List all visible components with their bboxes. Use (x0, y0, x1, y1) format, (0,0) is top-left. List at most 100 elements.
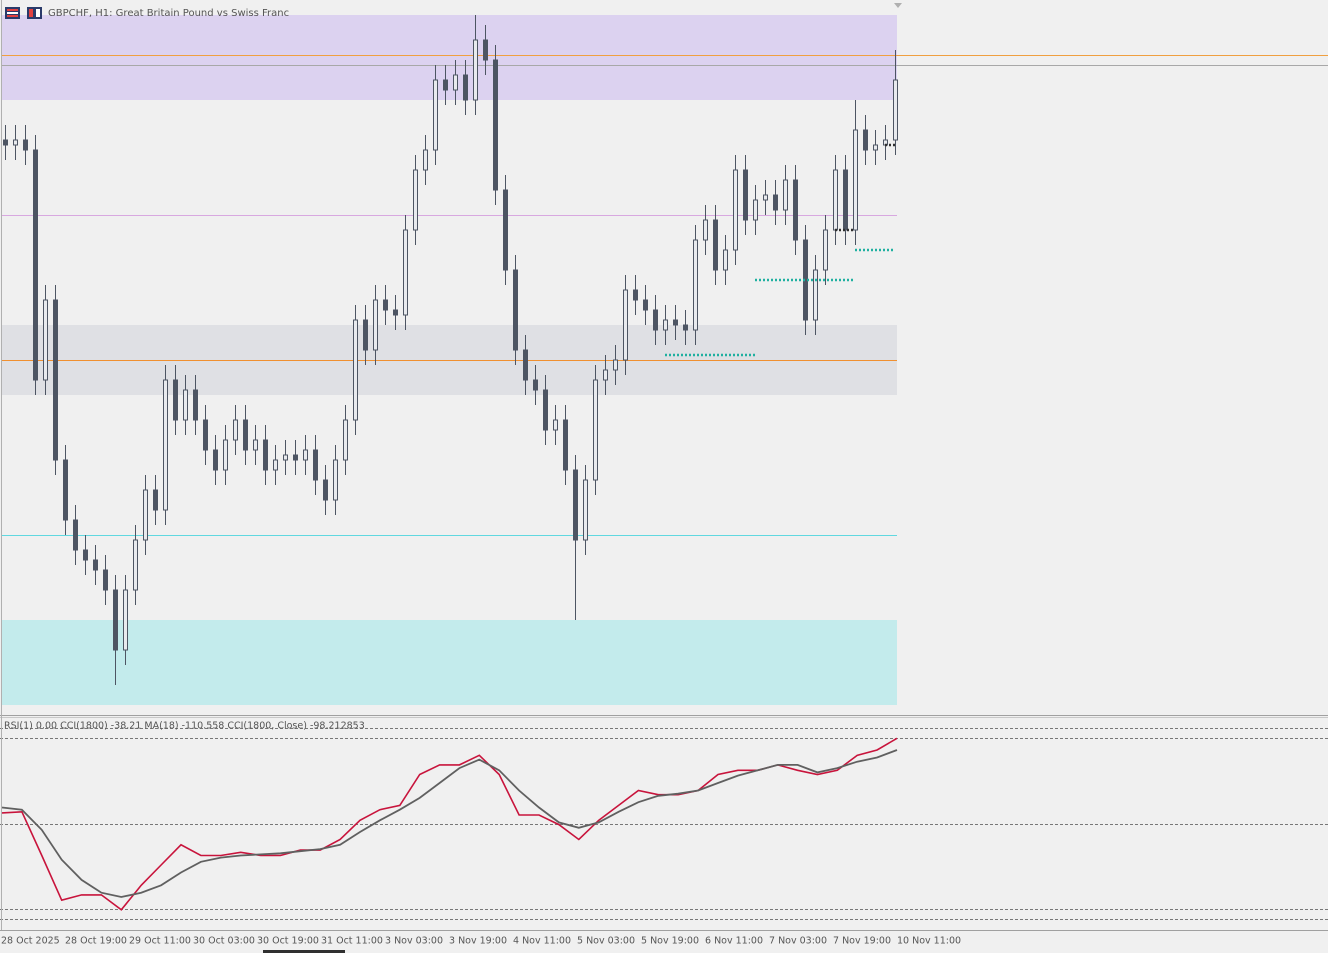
time-label: 5 Nov 03:00 (577, 936, 635, 947)
candle-body (293, 454, 298, 461)
candle-body (843, 169, 848, 231)
time-label: 30 Oct 03:00 (193, 936, 255, 947)
candle-body (133, 539, 138, 591)
candle-body (753, 199, 758, 221)
candle-body (623, 289, 628, 361)
time-label: 3 Nov 03:00 (385, 936, 443, 947)
icon-stripe (7, 15, 18, 17)
candle-body (233, 419, 238, 441)
zone (2, 15, 897, 100)
candle-body (263, 439, 268, 471)
candle-body (773, 194, 778, 211)
candle-body (633, 289, 638, 301)
time-label: 6 Nov 11:00 (705, 936, 763, 947)
candle-body (23, 139, 28, 151)
price-panel (2, 15, 1328, 685)
candle-body (183, 389, 188, 421)
candle-body (433, 79, 438, 151)
candle-body (313, 449, 318, 481)
candle-body (93, 559, 98, 571)
zone (2, 620, 897, 705)
time-label: 3 Nov 19:00 (449, 936, 507, 947)
candle-body (423, 149, 428, 171)
time-label: 4 Nov 11:00 (513, 936, 571, 947)
icon-bar (36, 9, 40, 17)
time-label: 28 Oct 2025 (1, 936, 60, 947)
candle-body (153, 489, 158, 511)
candle-body (443, 79, 448, 91)
candle-body (353, 319, 358, 421)
candle-body (323, 479, 328, 501)
candle-body (503, 189, 508, 271)
candle-body (793, 179, 798, 241)
indicator-panel (0, 728, 1328, 920)
candle-body (493, 59, 498, 191)
candle-body (763, 194, 768, 201)
candle-body (583, 479, 588, 541)
candle-body (823, 229, 828, 271)
candle-body (513, 269, 518, 351)
candle-body (683, 324, 688, 331)
candle-body (203, 419, 208, 451)
candle-body (873, 144, 878, 151)
icon-stripe (7, 12, 18, 14)
time-label: 7 Nov 19:00 (833, 936, 891, 947)
time-axis-labels: 28 Oct 2025 28 Oct 19:00 29 Oct 11:00 30 Oc… (1, 936, 961, 947)
candle-body (703, 219, 708, 241)
candle-body (813, 269, 818, 321)
candle-body (553, 419, 558, 431)
candle-body (193, 389, 198, 421)
candle-body (783, 179, 788, 211)
candle-body (483, 39, 488, 61)
time-label: 31 Oct 11:00 (321, 936, 383, 947)
candle-body (113, 589, 118, 651)
candle-body (213, 449, 218, 471)
time-label: 7 Nov 03:00 (769, 936, 827, 947)
toolbar-icons (5, 7, 42, 19)
candle-body (373, 299, 378, 351)
candle-body (533, 379, 538, 391)
candle-body (743, 169, 748, 221)
candle-body (73, 519, 78, 551)
candle-body (723, 249, 728, 271)
candle-body (253, 439, 258, 451)
candle-body (563, 419, 568, 471)
candle-body (853, 129, 858, 231)
candle-body (83, 549, 88, 561)
candle-body (333, 459, 338, 501)
scroll-indicator (263, 950, 345, 953)
candle-body (63, 459, 68, 521)
candle-body (343, 419, 348, 461)
candle-body (413, 169, 418, 231)
candle-body (663, 319, 668, 331)
time-label: 5 Nov 19:00 (641, 936, 699, 947)
candle-body (473, 39, 478, 101)
candle-body (733, 169, 738, 251)
candle-body (693, 239, 698, 331)
candle-body (463, 74, 468, 101)
time-label: 10 Nov 11:00 (897, 936, 961, 947)
candle-body (613, 359, 618, 371)
icon-bar (29, 9, 33, 17)
candle-body (103, 569, 108, 591)
indicator-line (1, 737, 898, 911)
candle-body (13, 139, 18, 146)
candle-body (143, 489, 148, 541)
candle-body (673, 319, 678, 326)
candle-body (243, 419, 248, 451)
candle-body (303, 449, 308, 461)
candle-body (643, 299, 648, 311)
candle-body (653, 309, 658, 331)
candle-body (173, 379, 178, 421)
candle-body (383, 299, 388, 311)
candle-body (273, 459, 278, 471)
candle-body (593, 379, 598, 481)
indicator-label: RSI(1) 0.00 CCI(1800) -38.21 MA(18) -110… (4, 721, 365, 732)
candle-body (603, 369, 608, 381)
candle-body (543, 389, 548, 431)
time-axis (0, 930, 1328, 953)
candle-body (863, 129, 868, 151)
